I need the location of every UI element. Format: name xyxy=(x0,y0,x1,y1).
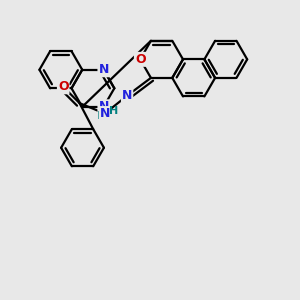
Text: O: O xyxy=(135,53,146,66)
Text: N: N xyxy=(98,63,109,76)
Text: H: H xyxy=(109,106,119,116)
Text: O: O xyxy=(58,80,68,93)
Text: N: N xyxy=(98,100,109,113)
Text: H: H xyxy=(97,111,106,121)
Text: N: N xyxy=(100,107,110,120)
Text: N: N xyxy=(122,89,132,102)
